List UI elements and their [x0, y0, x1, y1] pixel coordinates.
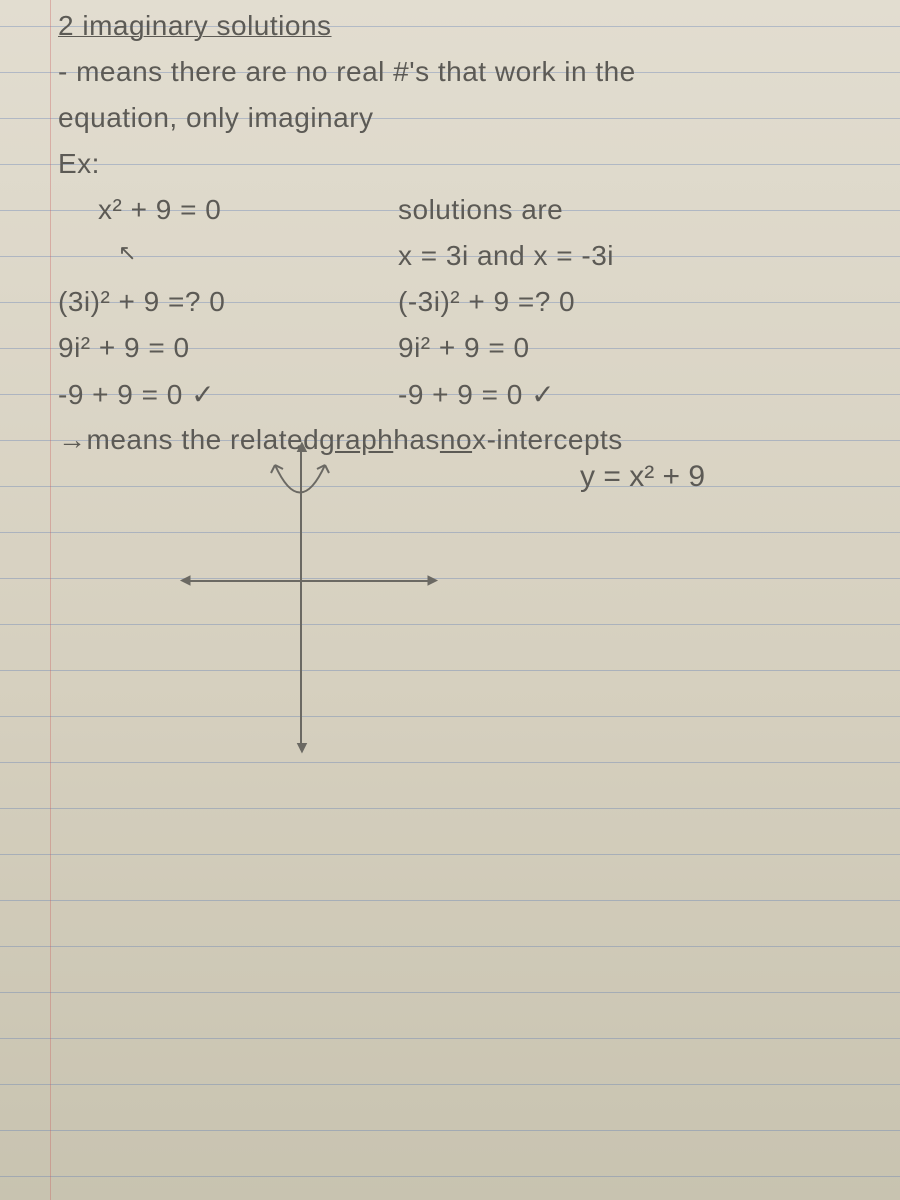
notebook-paper: 2 imaginary solutions - means there are …	[0, 0, 900, 1200]
conclusion-text-3: x-intercepts	[472, 424, 623, 456]
arrow-icon: →	[58, 424, 87, 456]
description-line-2: equation, only imaginary	[58, 102, 888, 148]
right-column: solutions are x = 3i and x = -3i (-3i)² …	[398, 194, 818, 424]
right-step-2: 9i² + 9 = 0	[398, 332, 818, 378]
solutions-values: x = 3i and x = -3i	[398, 240, 818, 286]
example-equation: x² + 9 = 0	[58, 194, 338, 240]
handwritten-content: 2 imaginary solutions - means there are …	[58, 10, 888, 470]
graph-equation: y = x² + 9	[580, 460, 705, 494]
x-axis	[190, 580, 430, 582]
parabola-sketch	[270, 460, 330, 535]
left-step-3: -9 + 9 = 0 ✓	[58, 378, 338, 424]
example-label: Ex:	[58, 148, 888, 194]
left-column: x² + 9 = 0 ↖ (3i)² + 9 =? 0 9i² + 9 = 0 …	[58, 194, 338, 424]
arrowhead-right-icon: ▲	[422, 572, 443, 590]
right-step-1: (-3i)² + 9 =? 0	[398, 286, 818, 332]
arrowhead-up-icon: ▲	[293, 436, 311, 457]
arrowhead-down-icon: ▲	[293, 738, 311, 759]
title: 2 imaginary solutions	[58, 10, 332, 42]
no-word: no	[440, 424, 472, 456]
right-step-3: -9 + 9 = 0 ✓	[398, 378, 818, 424]
solutions-label: solutions are	[398, 194, 818, 240]
left-step-1: (3i)² + 9 =? 0	[58, 286, 338, 332]
coordinate-axes: ▲ ▲ ▲ ▲	[180, 440, 440, 760]
back-arrow-icon: ↖	[118, 240, 338, 286]
worked-example-columns: x² + 9 = 0 ↖ (3i)² + 9 =? 0 9i² + 9 = 0 …	[58, 194, 888, 424]
left-step-2: 9i² + 9 = 0	[58, 332, 338, 378]
description-line-1: - means there are no real #'s that work …	[58, 56, 888, 102]
arrowhead-left-icon: ▲	[174, 572, 195, 590]
margin-line	[50, 0, 51, 1200]
